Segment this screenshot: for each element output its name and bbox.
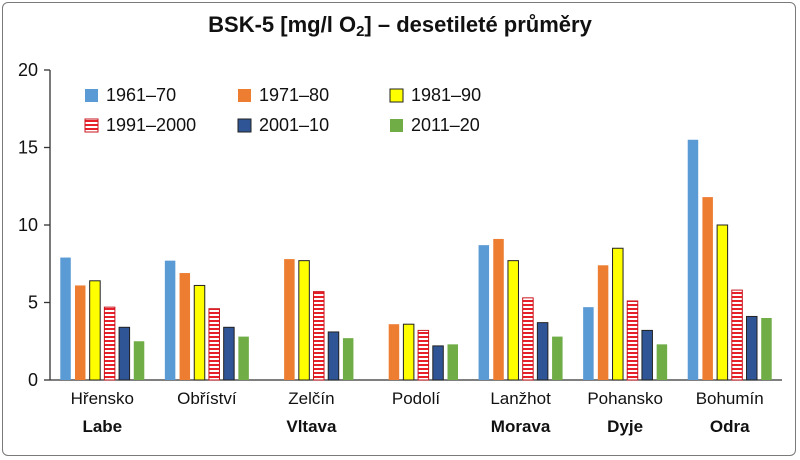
bar [761,318,772,380]
bar [716,224,729,381]
bar [432,345,444,381]
river-label: Dyje [607,417,643,436]
bar [687,139,699,380]
bar [208,308,220,381]
bar [164,260,176,380]
legend-label: 1961–70 [106,85,176,105]
legend-swatch [390,119,403,132]
bar [478,245,490,380]
bar [447,344,458,380]
bar [746,315,758,381]
title-tail: ] – desetileté průměry [364,12,592,37]
legend-label: 2001–10 [259,115,329,135]
bar [60,257,71,380]
bar [118,326,131,381]
bar [313,291,325,381]
bar [327,331,340,381]
chart-title: BSK-5 [mg/l O2] – desetileté průměry [0,12,800,40]
bar [641,329,653,381]
y-tick-label: 15 [18,138,38,158]
bar [626,300,639,381]
x-tick-label: Podolí [392,389,440,408]
x-tick-label: Zelčín [288,389,334,408]
bar [298,260,310,381]
river-label: Labe [82,417,122,436]
bar [388,324,400,380]
x-tick-label: Obříství [177,389,237,408]
bar [536,322,549,381]
bar [342,338,354,380]
bar [552,336,563,380]
x-tick-label: Pohansko [587,389,663,408]
bar [583,307,594,380]
bar [103,306,116,381]
title-subscript: 2 [356,23,365,40]
bar [731,289,743,381]
bar [223,326,235,381]
bar [522,297,534,381]
x-tick-label: Bohumín [696,389,764,408]
bar [238,336,249,380]
river-label: Morava [491,417,551,436]
bar [133,341,145,380]
legend-swatch [237,118,252,133]
bar [402,323,415,381]
river-label: Vltava [286,417,337,436]
legend-swatch [84,118,99,133]
bar [656,344,668,380]
bar [507,260,519,381]
legend-swatch [85,89,98,102]
bar [89,280,101,381]
y-tick-label: 20 [18,60,38,80]
y-tick-label: 10 [18,215,38,235]
legend-label: 2011–20 [411,115,480,135]
bar [179,273,191,380]
bar [284,259,295,380]
bar [493,238,504,380]
x-tick-label: Lanžhot [490,389,551,408]
title-main: BSK-5 [mg/l O [208,12,357,37]
legend-label: 1981–90 [411,85,481,105]
bar [612,247,624,381]
bar [597,265,609,380]
legend-swatch [238,89,251,102]
legend-label: 1971–80 [259,85,329,105]
bar [74,285,86,380]
y-tick-label: 0 [28,370,38,390]
legend-swatch [389,88,404,103]
legend-label: 1991–2000 [106,115,196,135]
bar [417,329,430,381]
y-tick-label: 5 [28,293,38,313]
bar [193,284,206,381]
x-tick-label: Hřensko [71,389,134,408]
river-label: Odra [710,417,750,436]
bar [702,197,713,380]
